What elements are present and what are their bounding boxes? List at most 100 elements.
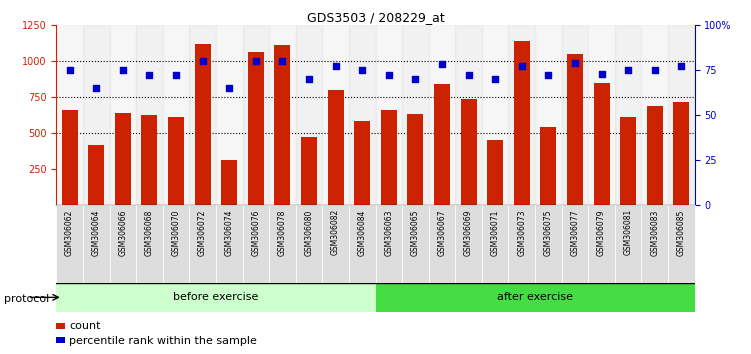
Bar [110, 25, 136, 205]
Text: count: count [69, 321, 101, 331]
Point [64, 67, 76, 73]
Point [596, 71, 608, 76]
Bar [327, 90, 344, 205]
Bar [620, 117, 636, 205]
Bar [402, 25, 429, 205]
FancyBboxPatch shape [269, 205, 296, 283]
Point [409, 76, 421, 82]
Text: GSM306067: GSM306067 [438, 209, 447, 256]
Bar [674, 102, 689, 205]
Bar [243, 25, 269, 205]
FancyBboxPatch shape [402, 205, 429, 283]
FancyBboxPatch shape [83, 205, 110, 283]
Point [330, 63, 342, 69]
Bar [269, 25, 296, 205]
FancyBboxPatch shape [110, 205, 136, 283]
Bar [487, 139, 503, 205]
Bar [429, 25, 455, 205]
FancyBboxPatch shape [189, 205, 216, 283]
Text: GSM306081: GSM306081 [623, 209, 632, 256]
Bar [434, 84, 450, 205]
Bar [322, 25, 349, 205]
FancyBboxPatch shape [508, 205, 535, 283]
FancyBboxPatch shape [296, 205, 322, 283]
Point [436, 62, 448, 67]
Bar [56, 25, 83, 205]
FancyBboxPatch shape [243, 205, 269, 283]
Text: GSM306080: GSM306080 [304, 209, 313, 256]
Bar [163, 25, 189, 205]
FancyBboxPatch shape [455, 205, 482, 283]
Point [356, 67, 368, 73]
Bar [408, 114, 424, 205]
FancyBboxPatch shape [641, 205, 668, 283]
Text: GSM306066: GSM306066 [119, 209, 128, 256]
Bar [381, 110, 397, 205]
Bar [141, 115, 158, 205]
Point [143, 73, 155, 78]
FancyBboxPatch shape [216, 205, 243, 283]
Bar [89, 145, 104, 205]
Point [90, 85, 102, 91]
Point [463, 73, 475, 78]
Text: percentile rank within the sample: percentile rank within the sample [69, 336, 257, 346]
FancyBboxPatch shape [562, 205, 588, 283]
Bar [588, 25, 615, 205]
Point [197, 58, 209, 64]
Text: GSM306078: GSM306078 [278, 209, 287, 256]
Point [516, 63, 528, 69]
Text: GSM306069: GSM306069 [464, 209, 473, 256]
Point [250, 58, 262, 64]
Bar [136, 25, 163, 205]
Bar [615, 25, 641, 205]
Text: GSM306076: GSM306076 [252, 209, 261, 256]
Text: before exercise: before exercise [173, 292, 258, 302]
Bar [514, 41, 529, 205]
Bar [301, 137, 317, 205]
Bar [593, 83, 610, 205]
Text: GSM306084: GSM306084 [357, 209, 366, 256]
Text: GDS3503 / 208229_at: GDS3503 / 208229_at [306, 11, 445, 24]
Bar [56, 283, 376, 312]
FancyBboxPatch shape [349, 205, 376, 283]
Bar [115, 113, 131, 205]
Bar [535, 25, 562, 205]
Point [170, 73, 182, 78]
Bar [62, 110, 77, 205]
Point [542, 73, 554, 78]
Text: protocol: protocol [4, 294, 49, 304]
Bar [567, 54, 583, 205]
Point [622, 67, 634, 73]
Text: GSM306064: GSM306064 [92, 209, 101, 256]
Text: GSM306075: GSM306075 [544, 209, 553, 256]
Bar [376, 283, 695, 312]
Bar [460, 99, 477, 205]
Point [303, 76, 315, 82]
Bar [248, 52, 264, 205]
Text: GSM306070: GSM306070 [171, 209, 180, 256]
Bar [541, 127, 556, 205]
Point [223, 85, 235, 91]
Bar [189, 25, 216, 205]
Bar [641, 25, 668, 205]
Bar [195, 44, 210, 205]
Text: GSM306068: GSM306068 [145, 209, 154, 256]
Point [117, 67, 129, 73]
Text: GSM306063: GSM306063 [385, 209, 394, 256]
Point [276, 58, 288, 64]
Text: GSM306077: GSM306077 [571, 209, 580, 256]
FancyBboxPatch shape [668, 205, 695, 283]
Bar [349, 25, 376, 205]
FancyBboxPatch shape [136, 205, 163, 283]
Point [383, 73, 395, 78]
Point [569, 60, 581, 65]
Text: after exercise: after exercise [497, 292, 573, 302]
Bar [222, 160, 237, 205]
Text: GSM306072: GSM306072 [198, 209, 207, 256]
Bar [168, 117, 184, 205]
Bar [508, 25, 535, 205]
Text: GSM306074: GSM306074 [225, 209, 234, 256]
Text: GSM306083: GSM306083 [650, 209, 659, 256]
Text: GSM306079: GSM306079 [597, 209, 606, 256]
Text: GSM306085: GSM306085 [677, 209, 686, 256]
